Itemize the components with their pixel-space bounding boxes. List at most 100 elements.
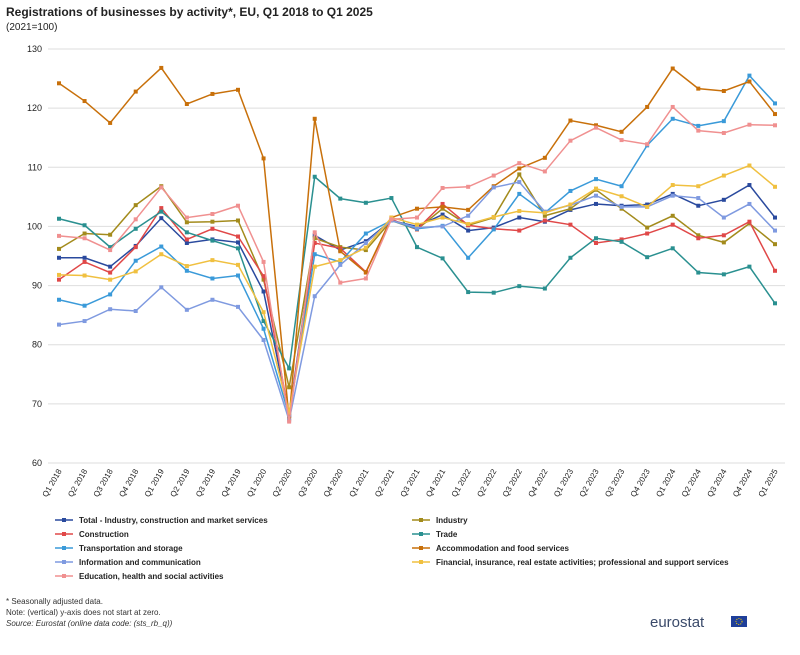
data-point — [210, 91, 215, 96]
data-point — [773, 242, 777, 247]
data-point — [517, 172, 522, 177]
data-point — [747, 163, 752, 168]
data-point — [773, 101, 777, 106]
x-tick-label: Q4 2019 — [220, 467, 243, 499]
data-point — [57, 246, 61, 251]
data-point — [338, 262, 343, 267]
data-point — [57, 233, 61, 238]
x-tick-label: Q1 2024 — [654, 467, 677, 499]
logo-text: eurostat — [650, 614, 705, 631]
data-point — [466, 222, 471, 227]
data-point — [773, 228, 777, 233]
data-point — [696, 123, 701, 128]
data-point — [415, 222, 419, 227]
data-point — [747, 219, 752, 224]
data-point — [645, 142, 650, 147]
x-tick-label: Q3 2021 — [399, 467, 422, 499]
data-point — [517, 228, 522, 233]
data-point — [312, 294, 317, 299]
data-point — [517, 180, 522, 185]
data-point — [363, 248, 368, 253]
data-point — [721, 119, 726, 124]
x-tick-label: Q3 2024 — [705, 467, 728, 499]
data-point — [363, 200, 368, 205]
data-point — [670, 183, 675, 188]
eu-stars — [735, 618, 743, 625]
x-tick-label: Q4 2021 — [424, 467, 447, 499]
data-point — [133, 269, 138, 274]
data-point — [542, 218, 547, 223]
data-point — [57, 272, 61, 277]
data-point — [57, 297, 61, 302]
y-tick-label: 120 — [27, 103, 42, 113]
data-point — [82, 273, 87, 278]
y-tick-label: 80 — [32, 340, 42, 350]
x-tick-label: Q2 2019 — [168, 467, 191, 499]
data-point — [721, 197, 726, 202]
legend-label: Trade — [436, 530, 458, 539]
legend-marker — [62, 532, 66, 536]
data-point — [210, 238, 215, 243]
data-point — [747, 264, 752, 269]
data-point — [82, 255, 87, 260]
data-point — [210, 219, 215, 224]
data-point — [568, 118, 573, 123]
data-point — [568, 222, 573, 227]
data-point — [236, 87, 240, 92]
data-point — [57, 255, 61, 260]
data-point — [466, 228, 471, 233]
data-point — [133, 226, 138, 231]
data-point — [363, 231, 368, 236]
footnote: Source: Eurostat (online data code: (sts… — [6, 619, 173, 628]
series-line — [58, 175, 776, 371]
legend-label: Total - Industry, construction and marke… — [79, 516, 268, 525]
data-point — [210, 258, 215, 263]
series-line — [59, 184, 776, 416]
data-point — [287, 385, 292, 390]
data-point — [236, 273, 240, 278]
data-point — [184, 240, 189, 245]
data-point — [491, 227, 496, 232]
x-tick-label: Q3 2019 — [194, 467, 217, 499]
data-point — [645, 104, 650, 109]
data-point — [773, 112, 777, 117]
x-tick-label: Q1 2025 — [757, 467, 780, 499]
data-point — [696, 270, 701, 275]
data-point — [568, 255, 573, 260]
data-point — [236, 262, 240, 267]
data-point — [57, 81, 61, 86]
data-point — [82, 303, 87, 308]
data-point — [747, 183, 752, 188]
data-point — [415, 225, 419, 230]
data-point — [184, 230, 189, 235]
chart-subtitle: (2021=100) — [6, 22, 57, 33]
legend-marker — [419, 560, 423, 564]
data-point — [236, 240, 240, 245]
chart-title: Registrations of businesses by activity*… — [6, 5, 373, 19]
data-point — [108, 307, 113, 312]
data-point — [338, 258, 343, 263]
x-tick-label: Q3 2022 — [501, 467, 524, 499]
data-point — [517, 215, 522, 220]
series-line — [58, 105, 776, 422]
data-point — [466, 290, 471, 295]
data-point — [261, 326, 266, 331]
data-point — [594, 177, 598, 182]
data-point — [542, 286, 547, 291]
data-point — [517, 209, 522, 214]
data-point — [517, 161, 522, 166]
legend-marker — [419, 532, 423, 536]
data-point — [594, 123, 598, 128]
data-point — [594, 240, 598, 245]
data-point — [338, 280, 343, 285]
data-point — [82, 99, 87, 104]
data-point — [645, 202, 650, 207]
data-point — [108, 292, 113, 297]
data-point — [184, 220, 189, 225]
data-point — [696, 233, 701, 238]
data-point — [312, 230, 317, 235]
x-tick-label: Q2 2020 — [271, 467, 294, 499]
data-point — [159, 244, 164, 249]
data-point — [440, 224, 445, 229]
